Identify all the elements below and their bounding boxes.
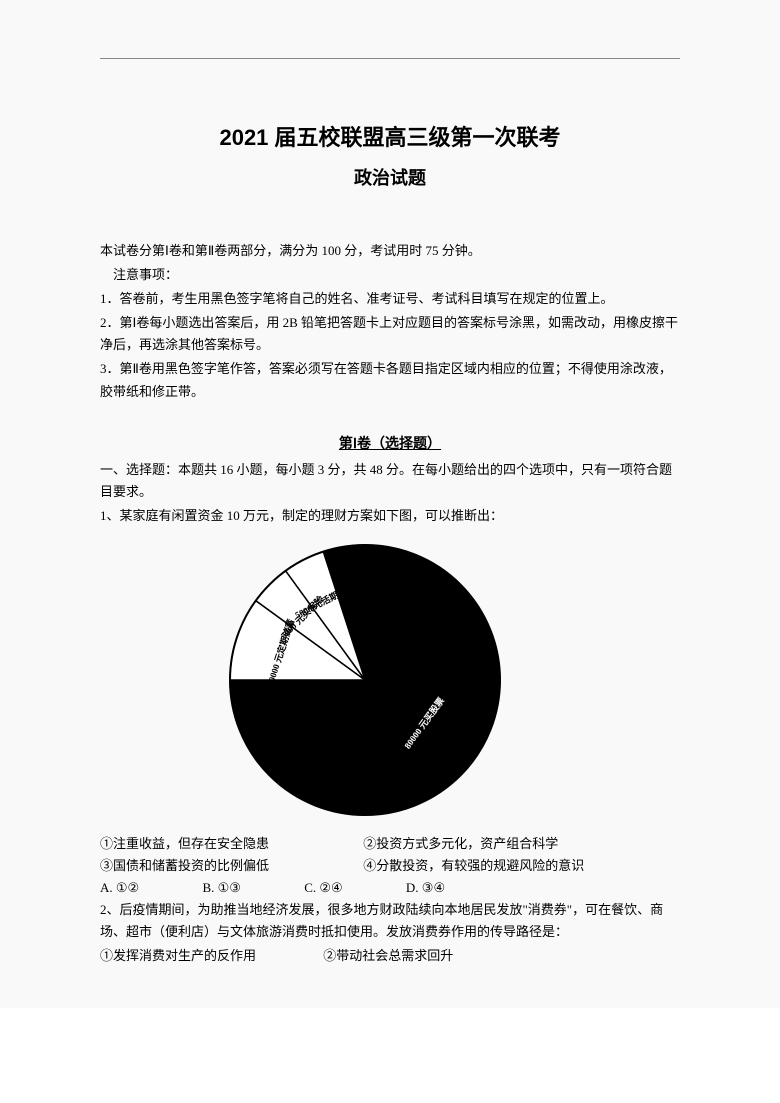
q1-choice-a: A. ①② — [100, 877, 139, 899]
q1-choice-c: C. ②④ — [304, 877, 342, 899]
q1-opt2: ②投资方式多元化，资产组合科学 — [363, 833, 558, 855]
q1-opt3: ③国债和储蓄投资的比例偏低 — [100, 855, 360, 877]
notice-3: 3．第Ⅱ卷用黑色签字笔作答，答案必须写在答题卡各题目指定区域内相应的位置；不得使… — [100, 358, 680, 402]
section-1-instruction: 一、选择题：本题共 16 小题，每小题 3 分，共 48 分。在每小题给出的四个… — [100, 459, 680, 503]
q1-opt1: ①注重收益，但存在安全隐患 — [100, 833, 360, 855]
q2-opt1: ①发挥消费对生产的反作用 — [100, 945, 320, 967]
intro-line: 本试卷分第Ⅰ卷和第Ⅱ卷两部分，满分为 100 分，考试用时 75 分钟。 — [100, 240, 680, 262]
q1-options-row-1: ①注重收益，但存在安全隐患 ②投资方式多元化，资产组合科学 — [100, 833, 680, 855]
q2-options-row-1: ①发挥消费对生产的反作用 ②带动社会总需求回升 — [100, 945, 680, 967]
notice-label: 注意事项： — [100, 264, 680, 286]
q1-opt4: ④分散投资，有较强的规避风险的意识 — [363, 855, 584, 877]
q1-options-row-2: ③国债和储蓄投资的比例偏低 ④分散投资，有较强的规避风险的意识 — [100, 855, 680, 877]
exam-subject: 政治试题 — [100, 164, 680, 190]
question-2-text: 2、后疫情期间，为助推当地经济发展，很多地方财政陆续向本地居民发放"消费券"，可… — [100, 899, 680, 943]
question-1-text: 1、某家庭有闲置资金 10 万元，制定的理财方案如下图，可以推断出： — [100, 505, 680, 527]
q2-opt2: ②带动社会总需求回升 — [323, 945, 453, 967]
q1-choice-b: B. ①③ — [202, 877, 240, 899]
q1-choice-d: D. ③④ — [406, 877, 445, 899]
pie-chart: 80000 元买股票10000 元定期储蓄5000 元买保险5000 元活期储蓄 — [220, 535, 510, 825]
notice-2: 2．第Ⅰ卷每小题选出答案后，用 2B 铅笔把答题卡上对应题目的答案标号涂黑，如需… — [100, 312, 680, 356]
section-1-title: 第Ⅰ卷（选择题） — [100, 433, 680, 453]
pie-svg: 80000 元买股票10000 元定期储蓄5000 元买保险5000 元活期储蓄 — [220, 535, 510, 825]
exam-page: 2021 届五校联盟高三级第一次联考 政治试题 本试卷分第Ⅰ卷和第Ⅱ卷两部分，满… — [0, 0, 780, 1008]
notice-1: 1．答卷前，考生用黑色签字笔将自己的姓名、准考证号、考试科目填写在规定的位置上。 — [100, 288, 680, 310]
q1-choices: A. ①② B. ①③ C. ②④ D. ③④ — [100, 877, 680, 899]
top-horizontal-rule — [100, 58, 680, 59]
exam-title: 2021 届五校联盟高三级第一次联考 — [100, 120, 680, 152]
